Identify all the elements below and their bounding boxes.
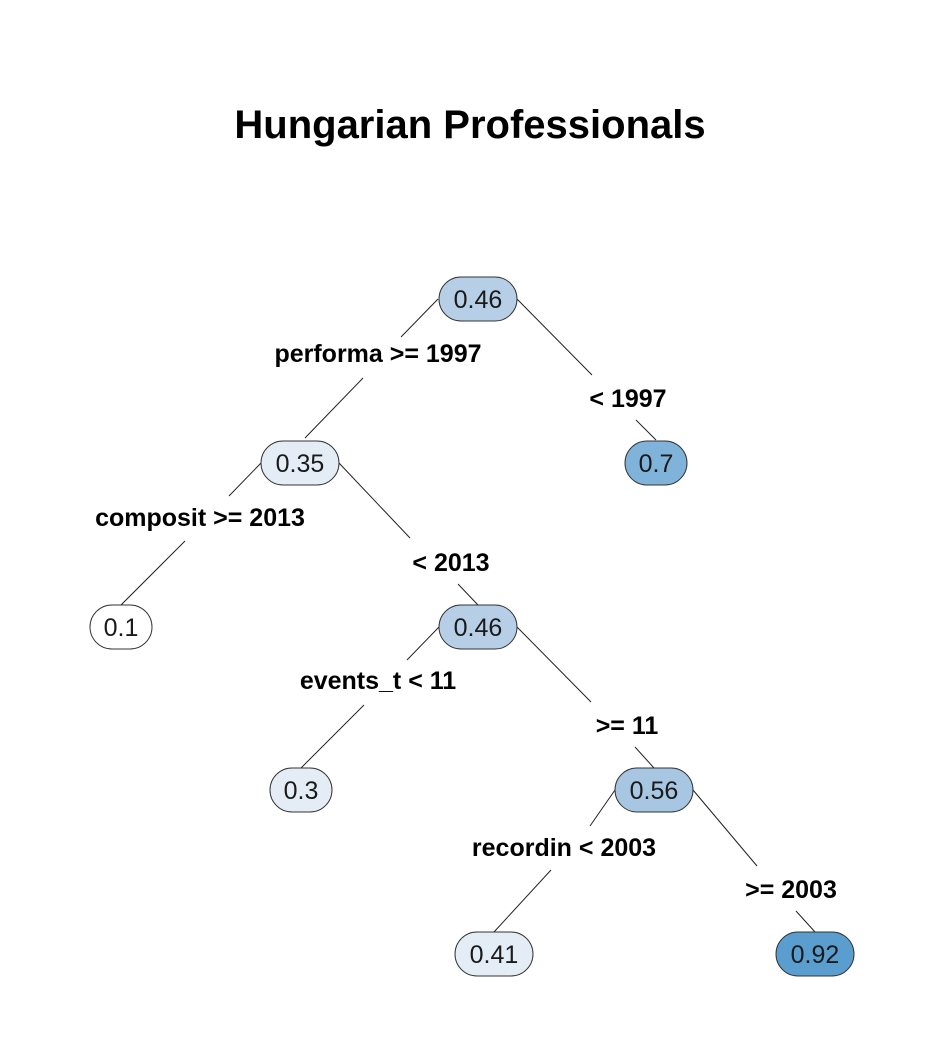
edge-root-right-1 bbox=[516, 298, 593, 376]
edge-n035-left-2 bbox=[120, 540, 186, 606]
tree-node-n-041: 0.41 bbox=[454, 931, 534, 977]
edge-root-left-2 bbox=[304, 377, 364, 439]
tree-node-n-035: 0.35 bbox=[260, 440, 340, 486]
node-value: 0.41 bbox=[470, 941, 519, 969]
split-label-root-right: < 1997 bbox=[589, 385, 666, 413]
node-value: 0.1 bbox=[104, 614, 139, 642]
edge-n035-right-2 bbox=[457, 583, 479, 606]
edge-n035-left-1 bbox=[228, 462, 262, 497]
node-value: 0.46 bbox=[454, 286, 503, 314]
node-box bbox=[454, 931, 534, 977]
tree-node-n-07: 0.7 bbox=[624, 440, 688, 486]
split-label-n035-left: composit >= 2013 bbox=[95, 504, 305, 532]
node-box bbox=[89, 604, 153, 650]
tree-node-n-092: 0.92 bbox=[775, 931, 855, 977]
split-label-n056-left: recordin < 2003 bbox=[472, 834, 656, 862]
split-label-n056-right: >= 2003 bbox=[745, 876, 837, 904]
node-box bbox=[269, 767, 333, 813]
node-box bbox=[614, 767, 694, 813]
edge-root-left-1 bbox=[400, 298, 439, 338]
edge-n056-right-2 bbox=[795, 910, 816, 933]
split-label-n046-left: events_t < 11 bbox=[300, 667, 456, 695]
split-label-n046-right: >= 11 bbox=[596, 712, 659, 740]
edge-n046-left-2 bbox=[300, 704, 365, 769]
edge-n056-left-1 bbox=[589, 789, 616, 827]
edge-n046-right-2 bbox=[634, 746, 655, 769]
edge-n046-left-1 bbox=[406, 626, 440, 661]
tree-node-root: 0.46 bbox=[438, 276, 518, 322]
edge-n046-right-1 bbox=[516, 626, 592, 703]
tree-node-n-056: 0.56 bbox=[614, 767, 694, 813]
tree-node-n-046b: 0.46 bbox=[438, 604, 518, 650]
edge-n056-right-1 bbox=[692, 789, 758, 867]
node-box bbox=[775, 931, 855, 977]
split-label-root-left: performa >= 1997 bbox=[274, 340, 481, 368]
tree-node-n-03: 0.3 bbox=[269, 767, 333, 813]
node-value: 0.3 bbox=[284, 777, 319, 805]
node-value: 0.7 bbox=[639, 450, 674, 478]
node-value: 0.92 bbox=[791, 941, 840, 969]
node-box bbox=[624, 440, 688, 486]
split-label-n035-right: < 2013 bbox=[412, 549, 489, 577]
tree-node-n-01: 0.1 bbox=[89, 604, 153, 650]
edge-n056-left-2 bbox=[493, 869, 552, 933]
edge-root-right-2 bbox=[635, 419, 657, 441]
node-box bbox=[260, 440, 340, 486]
node-box bbox=[438, 604, 518, 650]
node-box bbox=[438, 276, 518, 322]
edge-n035-right-1 bbox=[338, 462, 411, 539]
node-value: 0.46 bbox=[454, 614, 503, 642]
chart-title: Hungarian Professionals bbox=[234, 103, 705, 147]
node-value: 0.35 bbox=[276, 450, 325, 478]
node-value: 0.56 bbox=[630, 777, 679, 805]
